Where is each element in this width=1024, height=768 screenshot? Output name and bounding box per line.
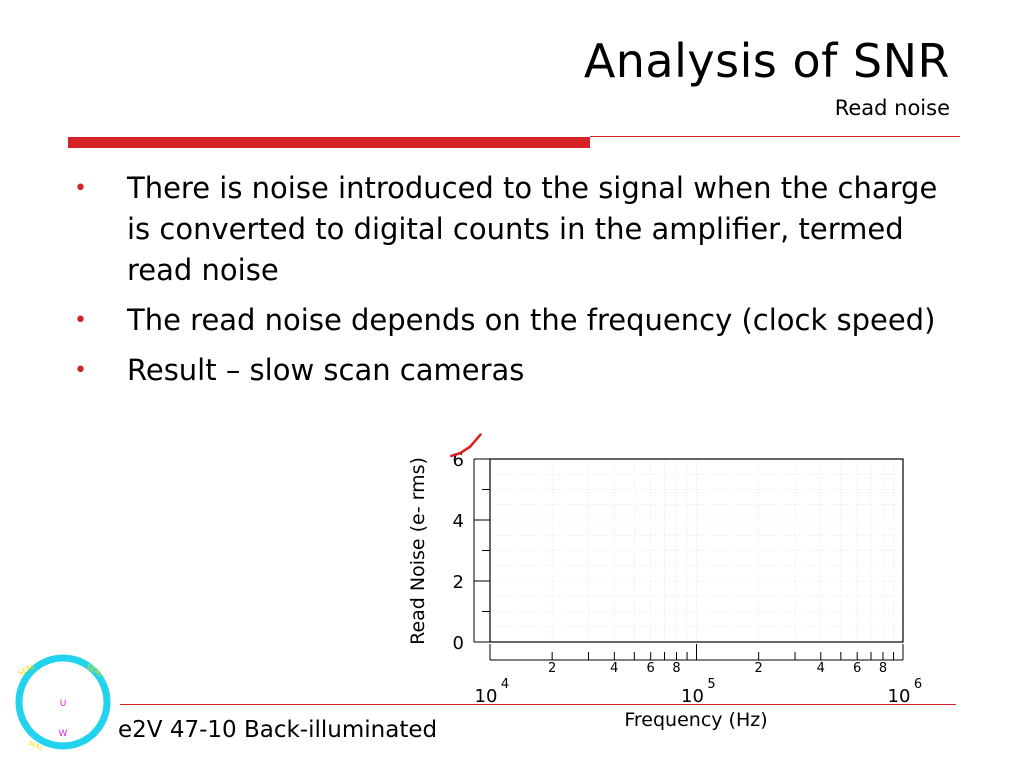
bullet-dot-icon: • xyxy=(74,358,87,383)
bullet-text: The read noise depends on the frequency … xyxy=(127,303,936,337)
read-noise-curve xyxy=(450,433,482,458)
y-tick-label: 2 xyxy=(453,572,464,593)
x-axis-title: Frequency (Hz) xyxy=(624,709,767,731)
title-rule-thick xyxy=(68,137,590,148)
bullet-item: • Result – slow scan cameras xyxy=(74,350,944,391)
x-major-tick-exponent: 4 xyxy=(501,677,509,692)
x-major-tick-exponent: 5 xyxy=(707,677,715,692)
x-major-tick-label: 10 xyxy=(475,686,498,707)
footer-rule xyxy=(120,704,956,705)
x-minor-tick-label: 8 xyxy=(879,661,887,676)
bullet-dot-icon: • xyxy=(74,308,87,333)
footer-text: e2V 47-10 Back-illuminated xyxy=(118,717,438,743)
x-minor-tick-label: 2 xyxy=(755,661,763,676)
x-minor-tick-label: 6 xyxy=(853,661,861,676)
x-major-tick-exponent: 6 xyxy=(914,677,922,692)
bullet-dot-icon: • xyxy=(74,176,87,201)
x-major-tick-label: 10 xyxy=(681,686,704,707)
logo-top-letter: U xyxy=(60,699,67,709)
x-major-tick-label: 10 xyxy=(888,686,911,707)
y-axis-title: Read Noise (e- rms) xyxy=(407,457,429,645)
x-minor-tick-label: 2 xyxy=(548,661,556,676)
bullet-item: • The read noise depends on the frequenc… xyxy=(74,300,944,341)
slide-title: Analysis of SNR xyxy=(583,34,950,88)
y-tick-label: 0 xyxy=(453,633,464,654)
university-seal-icon: SEAL SEAL SEAL U W xyxy=(15,654,111,752)
x-minor-tick-label: 8 xyxy=(672,661,680,676)
x-minor-tick-label: 6 xyxy=(647,661,655,676)
x-minor-tick-label: 4 xyxy=(610,661,618,676)
logo-bottom-letter: W xyxy=(59,729,68,739)
title-rule-thin xyxy=(590,136,960,137)
x-minor-tick-label: 4 xyxy=(817,661,825,676)
bullet-list: • There is noise introduced to the signa… xyxy=(74,168,944,400)
y-tick-label: 6 xyxy=(453,450,464,471)
bullet-text: Result – slow scan cameras xyxy=(127,353,525,387)
y-tick-label: 4 xyxy=(453,511,464,532)
bullet-text: There is noise introduced to the signal … xyxy=(127,171,938,287)
bullet-item: • There is noise introduced to the signa… xyxy=(74,168,944,291)
slide-subtitle: Read noise xyxy=(834,96,950,120)
